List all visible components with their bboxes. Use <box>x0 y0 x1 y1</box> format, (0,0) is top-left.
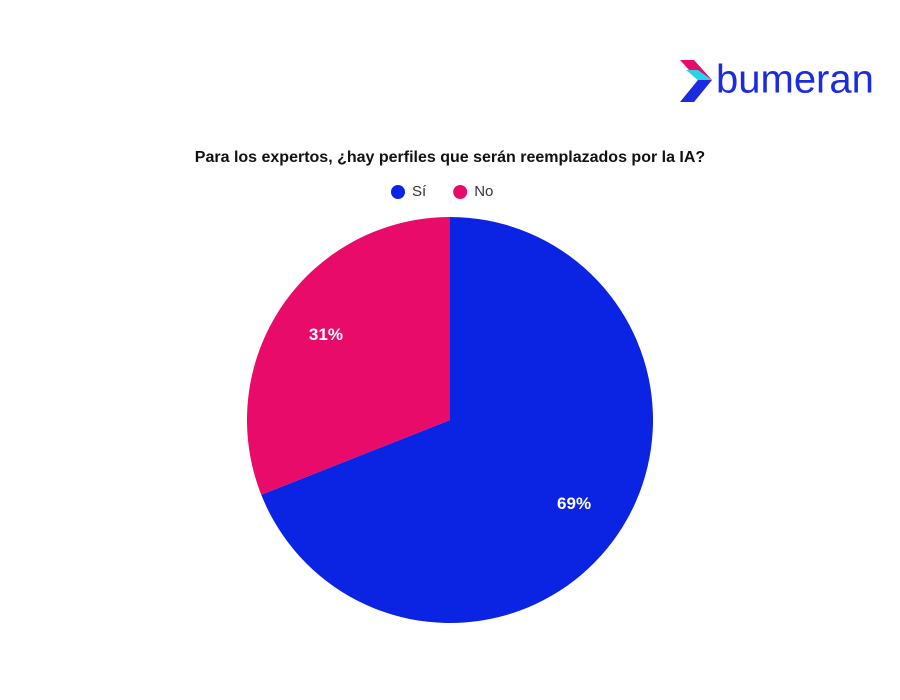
legend-label: Sí <box>412 183 427 200</box>
brand-logo: bumeran <box>680 58 874 102</box>
logo-icon-middle <box>686 70 712 82</box>
pie-slice <box>246 216 450 495</box>
legend-label: No <box>474 183 493 200</box>
legend-marker <box>391 185 405 199</box>
brand-name: bumeran <box>716 58 874 102</box>
pie-slice <box>261 217 653 623</box>
logo-icon-bottom <box>680 80 712 102</box>
chart-title: Para los expertos, ¿hay perfiles que ser… <box>195 149 705 166</box>
value-label: 31% <box>309 325 343 344</box>
value-label: 69% <box>557 494 591 513</box>
legend-marker <box>453 185 468 199</box>
